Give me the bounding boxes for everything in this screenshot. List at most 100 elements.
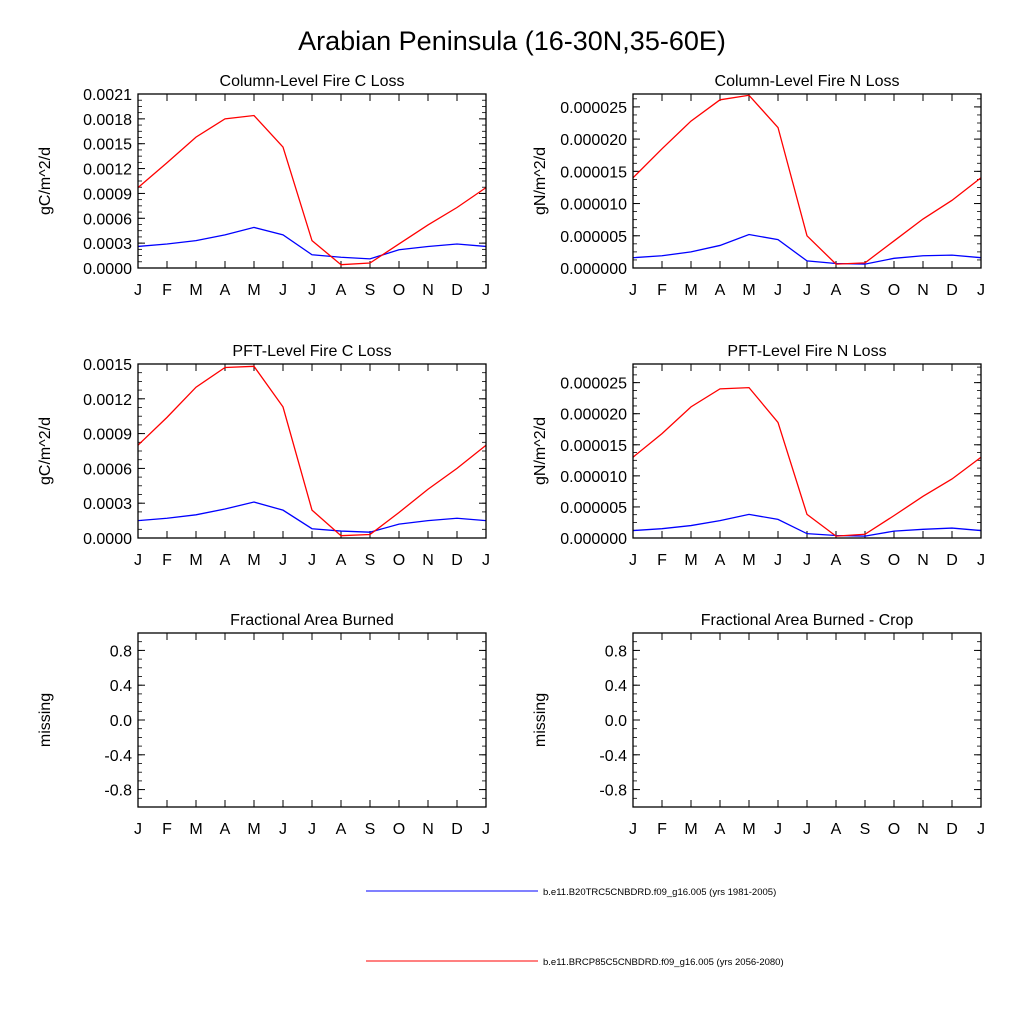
x-tick-label: J: [774, 282, 782, 299]
x-tick-label: A: [715, 282, 726, 299]
y-tick-label: 0.000015: [560, 438, 627, 455]
y-tick-label: 0.000005: [560, 500, 627, 517]
x-tick-label: A: [336, 552, 347, 569]
y-tick-label: 0.0015: [83, 137, 132, 154]
legend-label: b.e11.BRCP85C5CNBDRD.f09_g16.005 (yrs 20…: [543, 957, 784, 968]
x-tick-label: N: [422, 552, 434, 569]
chart-panel: Fractional Area Burned - Crop missing J F M A…: [532, 612, 985, 838]
x-tick-label: A: [220, 282, 231, 299]
y-tick-label: 0.0003: [83, 236, 132, 253]
series-line: [137, 501, 487, 533]
y-tick-label: 0.4: [110, 678, 132, 695]
y-tick-label: 0.4: [605, 678, 627, 695]
x-tick-label: M: [247, 821, 260, 838]
x-tick-label: S: [860, 821, 871, 838]
series-line: [632, 513, 982, 537]
x-tick-label: M: [684, 552, 697, 569]
x-tick-label: J: [803, 552, 811, 569]
x-tick-label: A: [220, 552, 231, 569]
x-tick-label: O: [888, 282, 900, 299]
chart-title: Column-Level Fire N Loss: [715, 73, 900, 90]
y-tick-label: 0.0012: [83, 162, 132, 179]
x-tick-label: J: [977, 821, 985, 838]
x-tick-label: D: [946, 552, 958, 569]
x-tick-label: M: [189, 552, 202, 569]
x-tick-label: J: [629, 282, 637, 299]
y-tick-label: 0.0009: [83, 427, 132, 444]
x-tick-label: J: [803, 282, 811, 299]
y-tick-label: 0.000015: [560, 164, 627, 181]
x-tick-label: M: [684, 821, 697, 838]
x-tick-label: S: [365, 821, 376, 838]
x-tick-label: J: [629, 552, 637, 569]
y-tick-label: -0.8: [104, 783, 132, 800]
x-tick-label: O: [393, 552, 405, 569]
y-tick-label: -0.4: [599, 748, 627, 765]
x-tick-label: J: [774, 821, 782, 838]
series-line: [137, 114, 487, 266]
x-tick-label: M: [742, 282, 755, 299]
x-tick-label: A: [336, 282, 347, 299]
y-tick-label: 0.000000: [560, 531, 627, 548]
x-tick-label: A: [831, 821, 842, 838]
y-tick-label: 0.0015: [83, 357, 132, 374]
x-tick-label: J: [308, 552, 316, 569]
x-tick-label: O: [888, 821, 900, 838]
x-tick-label: J: [308, 282, 316, 299]
x-tick-label: O: [888, 552, 900, 569]
y-axis-label: missing: [532, 693, 549, 747]
chart-title: Column-Level Fire C Loss: [220, 73, 405, 90]
y-axis-label: gC/m^2/d: [37, 417, 54, 485]
x-tick-label: A: [336, 821, 347, 838]
x-tick-label: J: [482, 821, 490, 838]
y-tick-label: -0.8: [599, 783, 627, 800]
x-tick-label: F: [657, 552, 667, 569]
x-tick-label: J: [279, 552, 287, 569]
x-tick-label: F: [162, 821, 172, 838]
x-tick-label: J: [482, 282, 490, 299]
x-tick-label: J: [774, 552, 782, 569]
x-tick-label: D: [946, 282, 958, 299]
y-tick-label: 0.0009: [83, 186, 132, 203]
plot-frame: [632, 93, 982, 269]
x-tick-label: S: [860, 552, 871, 569]
x-tick-label: D: [451, 552, 463, 569]
y-tick-label: 0.000010: [560, 197, 627, 214]
x-tick-label: J: [629, 821, 637, 838]
x-tick-label: F: [657, 821, 667, 838]
x-tick-label: M: [247, 552, 260, 569]
x-tick-label: J: [803, 821, 811, 838]
chart-title: Fractional Area Burned - Crop: [701, 612, 914, 629]
chart-title: Fractional Area Burned: [230, 612, 394, 629]
x-tick-label: J: [134, 821, 142, 838]
y-tick-label: -0.4: [104, 748, 132, 765]
legend-label: b.e11.B20TRC5CNBDRD.f09_g16.005 (yrs 198…: [543, 887, 776, 898]
x-tick-label: O: [393, 821, 405, 838]
x-tick-label: D: [451, 821, 463, 838]
x-tick-label: A: [831, 282, 842, 299]
y-tick-label: 0.8: [110, 643, 132, 660]
x-tick-label: F: [657, 282, 667, 299]
series-line: [632, 233, 982, 265]
y-tick-label: 0.0: [605, 713, 627, 730]
y-tick-label: 0.0021: [83, 87, 132, 104]
x-tick-label: M: [742, 552, 755, 569]
y-axis-label: gN/m^2/d: [532, 147, 549, 215]
y-tick-label: 0.0018: [83, 112, 132, 129]
y-tick-label: 0.0012: [83, 392, 132, 409]
y-tick-label: 0.000025: [560, 376, 627, 393]
series-line: [137, 365, 487, 537]
y-tick-label: 0.0: [110, 713, 132, 730]
x-tick-label: J: [977, 282, 985, 299]
x-tick-label: A: [220, 821, 231, 838]
x-tick-label: M: [189, 821, 202, 838]
x-tick-label: A: [831, 552, 842, 569]
x-tick-label: N: [917, 821, 929, 838]
x-tick-label: S: [365, 552, 376, 569]
x-tick-label: J: [308, 821, 316, 838]
